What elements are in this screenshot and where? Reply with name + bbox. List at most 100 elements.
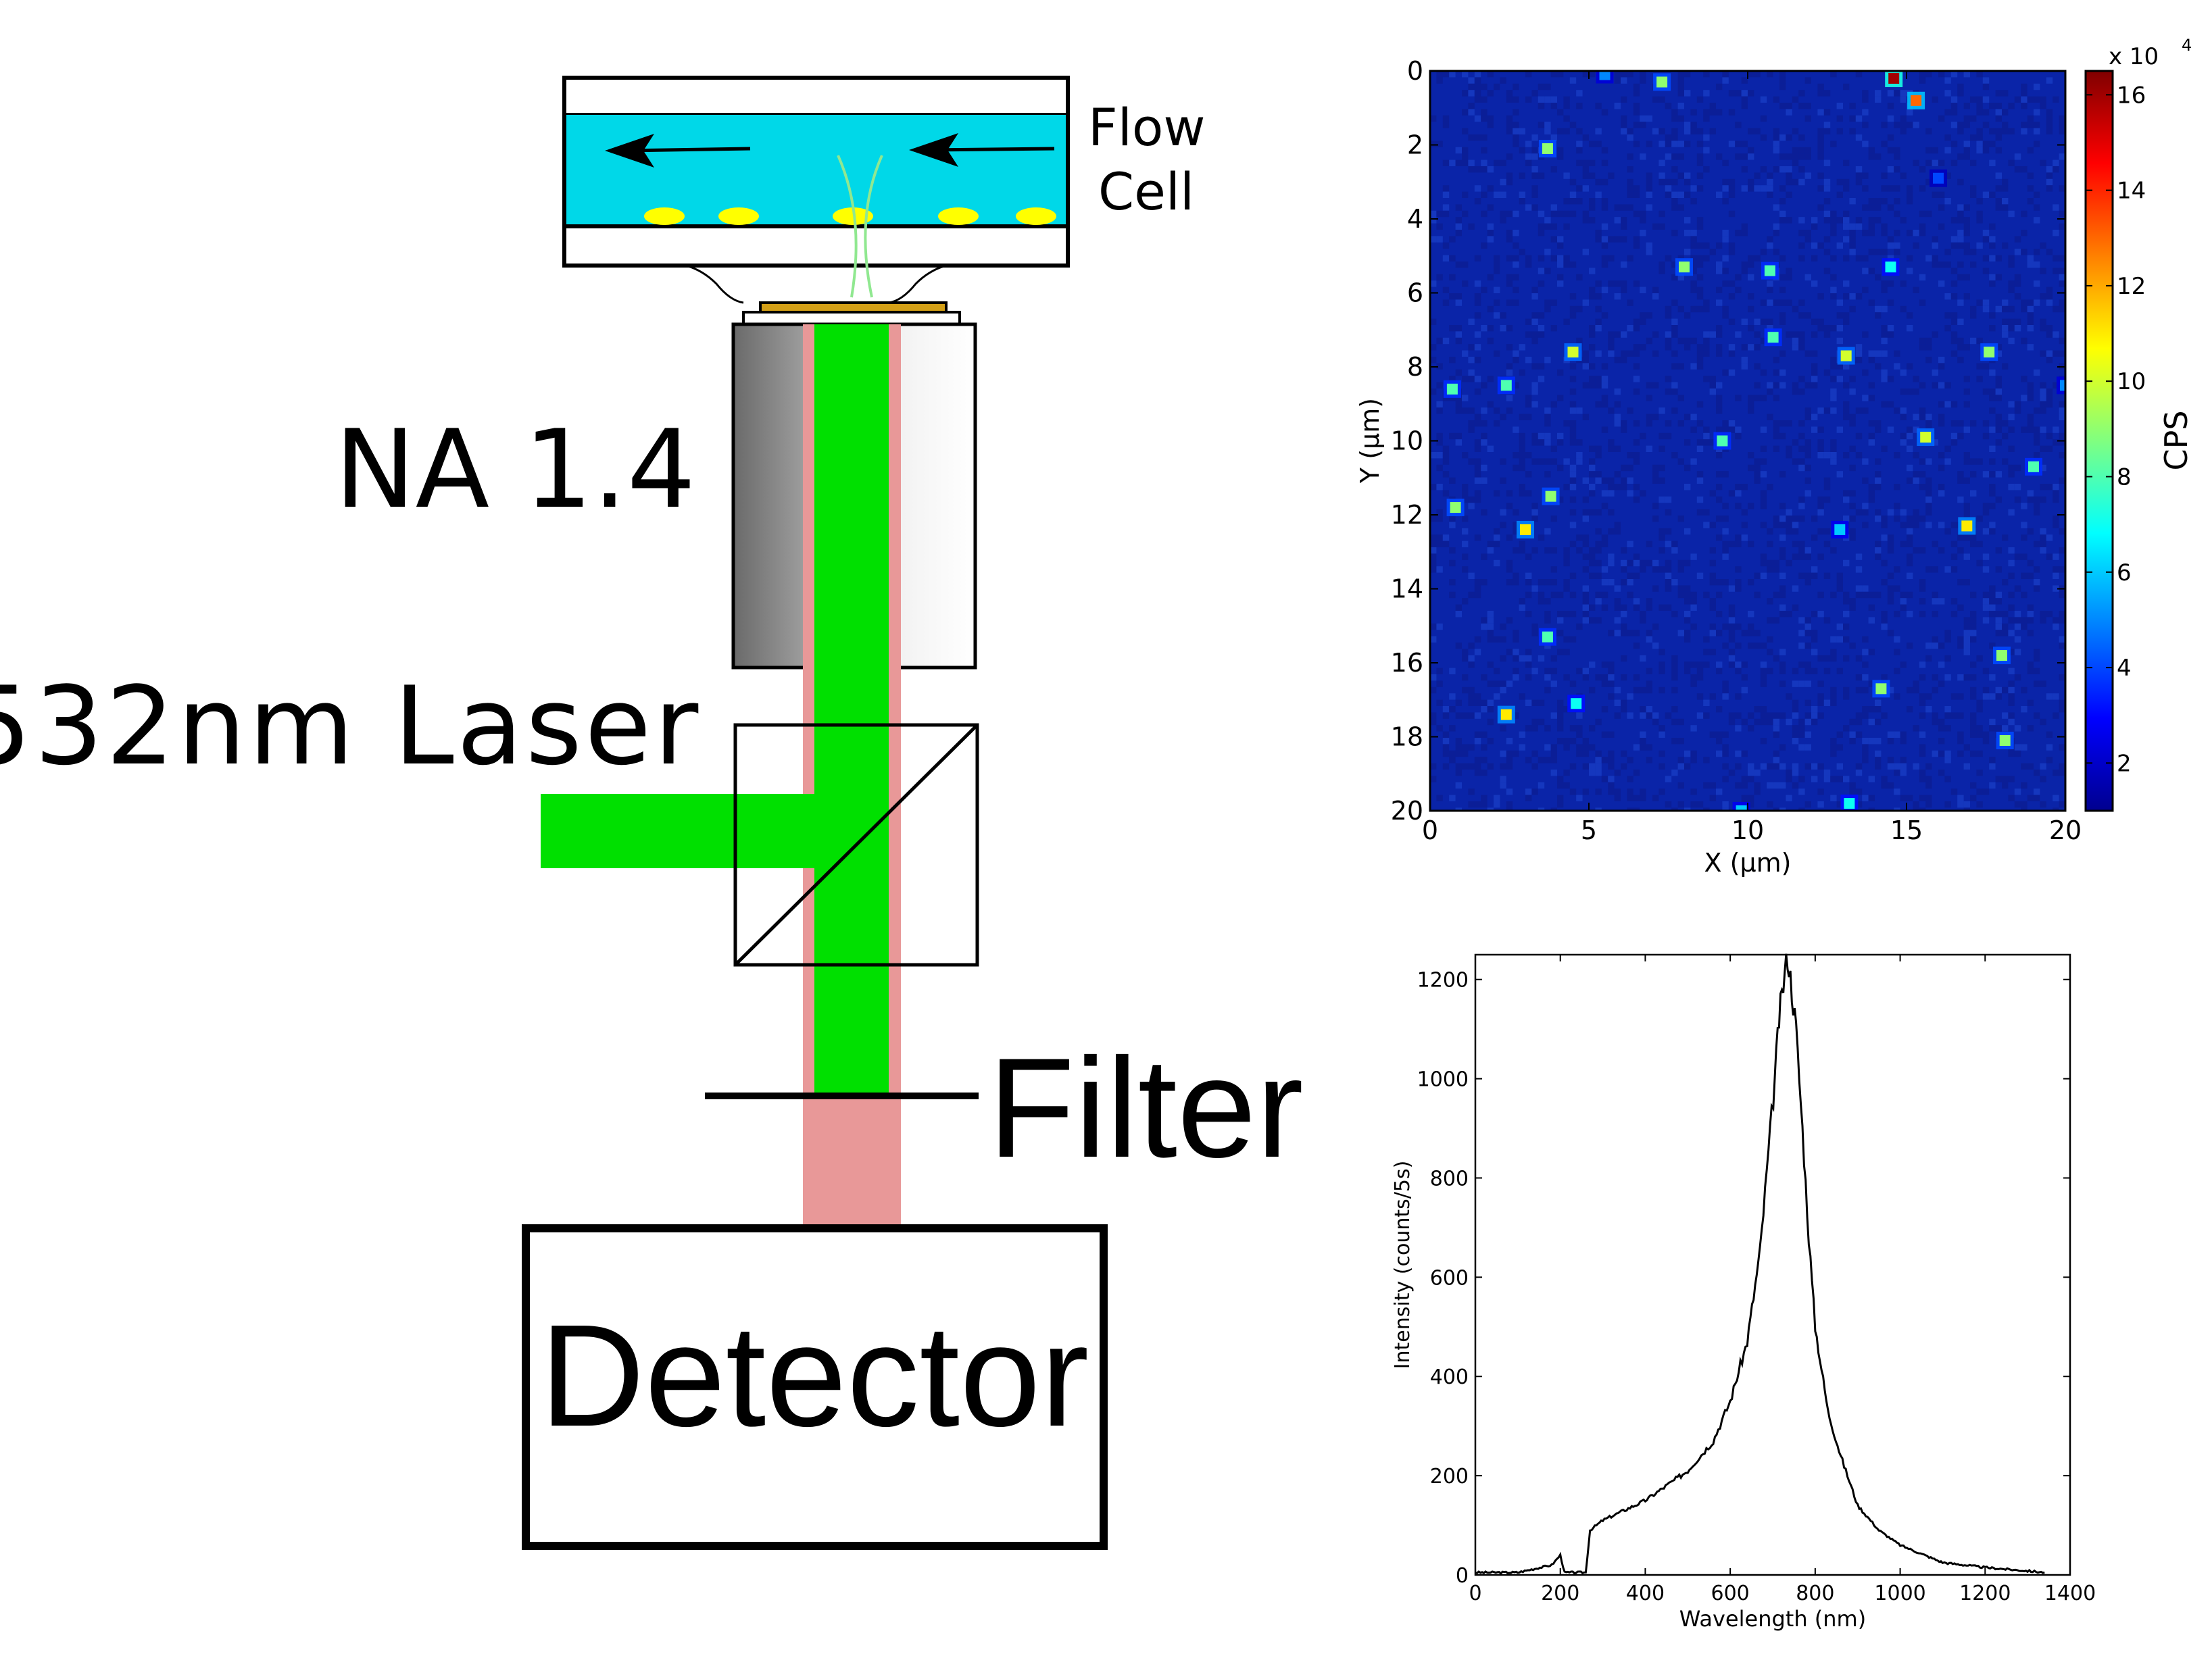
- spectrum-y-tick-label: 0: [1456, 1564, 1469, 1588]
- particle: [938, 207, 979, 225]
- colorbar-exponent: 4: [2182, 36, 2192, 55]
- flow-cell-top-glass: [562, 76, 1070, 117]
- heatmap-spot: [2057, 376, 2065, 395]
- colorbar-label: CPS: [2158, 410, 2194, 470]
- heatmap-y-tick-label: 20: [1391, 796, 1423, 826]
- laser-beam-horizontal: [541, 794, 814, 868]
- spectrum-y-axis-label: Intensity (counts/5s): [1391, 1161, 1415, 1370]
- objective-cap: [742, 311, 961, 326]
- heatmap-spot: [1542, 487, 1560, 505]
- heatmap-y-tick-label: 2: [1407, 130, 1423, 160]
- heatmap-x-tick-label: 20: [2049, 816, 2082, 845]
- heatmap-x-axis-label: X (µm): [1704, 848, 1792, 878]
- heatmap-spot: [1993, 647, 2011, 665]
- heatmap-y-tick-label: 8: [1407, 352, 1423, 382]
- heatmap-y-tick-label: 12: [1391, 500, 1423, 530]
- colorbar: [2084, 70, 2114, 812]
- heatmap-y-tick-label: 10: [1391, 426, 1423, 456]
- setup-diagram: Flow Cell: [0, 76, 1304, 1550]
- heatmap-y-tick-label: 16: [1391, 648, 1423, 678]
- heatmap-y-tick-label: 4: [1407, 204, 1423, 234]
- flow-cell-label-line2: Cell: [1098, 161, 1194, 222]
- heatmap-spot: [1538, 139, 1556, 157]
- heatmap-spot: [1831, 520, 1849, 538]
- heatmap-spot: [1567, 695, 1586, 713]
- spectrum-x-tick-label: 1200: [1959, 1582, 2011, 1605]
- flow-cell-label-line1: Flow: [1088, 97, 1206, 157]
- heatmap-y-tick-label: 6: [1407, 278, 1423, 308]
- heatmap-spot: [1675, 258, 1693, 276]
- heatmap-x-tick-label: 15: [1890, 816, 1923, 845]
- immersion-oil: [685, 264, 947, 304]
- heatmap-y-tick-label: 0: [1407, 56, 1423, 86]
- heatmap-y-tick-label: 18: [1391, 722, 1423, 752]
- heatmap-spot: [1872, 680, 1890, 698]
- flowing-particles: [644, 207, 1056, 225]
- spectrum-y-tick-label: 1000: [1417, 1068, 1469, 1092]
- colorbar-tick-label: 2: [2117, 750, 2132, 777]
- heatmap-x-tick-label: 5: [1581, 816, 1597, 845]
- heatmap-spot: [2025, 457, 2042, 476]
- flow-arrow-left: [605, 134, 751, 168]
- heatmap-spot: [1564, 343, 1582, 361]
- flow-cell-bottom-glass: [562, 224, 1070, 268]
- colorbar-tick-label: 16: [2117, 82, 2146, 109]
- spectrum-y-tick-label: 600: [1430, 1266, 1469, 1290]
- flow-cell: Flow Cell: [562, 76, 1206, 268]
- spectrum-series-line: [1475, 953, 2045, 1575]
- spectrum-y-tick-label: 800: [1430, 1167, 1469, 1190]
- heatmap-spot: [1840, 795, 1859, 811]
- colorbar-tick-label: 8: [2117, 463, 2132, 491]
- heatmap-spot: [1653, 73, 1671, 91]
- spectrum-x-tick-label: 1000: [1874, 1582, 1925, 1605]
- laser-beam-vertical: [814, 324, 889, 1095]
- heatmap-spot: [1497, 376, 1515, 395]
- heatmap-spot: [1930, 169, 1947, 187]
- heatmap-spot: [1882, 258, 1900, 276]
- spectrum-x-tick-label: 400: [1626, 1582, 1665, 1605]
- spectrum-y-tick-label: 1200: [1417, 969, 1469, 993]
- colorbar-tick-label: 10: [2117, 368, 2146, 395]
- particle: [644, 207, 685, 225]
- colorbar-multiplier: x 10: [2109, 43, 2159, 70]
- heatmap-spot: [1732, 802, 1750, 811]
- heatmap-spot: [1885, 71, 1903, 87]
- heatmap-spot: [1958, 517, 1976, 535]
- heatmap-spot: [1497, 705, 1515, 724]
- colorbar-tick-label: 14: [2117, 178, 2146, 205]
- heatmap-spot: [1996, 731, 2014, 749]
- particle: [718, 207, 759, 225]
- heatmap-spot: [1517, 520, 1534, 538]
- spectrum-chart: 0 200 400 600 800 1000 1200 1400 0 200 400 600 800 10…: [1391, 953, 2096, 1632]
- na-label: NA 1.4: [335, 406, 695, 532]
- laser-label: 532nm Laser: [0, 663, 701, 789]
- heatmap-y-axis-label: Y (µm): [1355, 398, 1385, 484]
- particle: [833, 207, 873, 225]
- spectrum-x-axis-label: Wavelength (nm): [1679, 1606, 1866, 1632]
- heatmap-spot: [1713, 432, 1731, 450]
- spectrum-y-tick-label: 200: [1430, 1465, 1469, 1488]
- spectrum-plot-area: [1474, 953, 2071, 1576]
- spectrum-x-tick-label: 600: [1711, 1582, 1750, 1605]
- heatmap-spot: [1538, 628, 1556, 646]
- spectrum-x-tick-label: 1400: [2044, 1582, 2096, 1605]
- spectrum-x-tick-label: 200: [1541, 1582, 1579, 1605]
- detector-box: [522, 1224, 1108, 1550]
- colorbar-tick-label: 4: [2117, 655, 2132, 682]
- detector-label: Detector: [540, 1294, 1089, 1457]
- heatmap-spot: [1907, 91, 1925, 109]
- colorbar-tick-label: 12: [2117, 273, 2146, 300]
- spectrum-y-tick-label: 400: [1430, 1365, 1469, 1389]
- particle: [1016, 207, 1056, 225]
- spectrum-x-tick-label: 0: [1469, 1582, 1481, 1605]
- heatmap-x-tick-label: 0: [1422, 816, 1438, 845]
- flow-arrow-right: [909, 133, 1055, 167]
- spectrum-x-tick-label: 800: [1796, 1582, 1834, 1605]
- heatmap-spot: [1596, 71, 1614, 84]
- heatmap-y-tick-label: 14: [1391, 574, 1423, 604]
- flow-cell-channel: [564, 115, 1068, 226]
- colorbar-tick-label: 6: [2117, 559, 2132, 586]
- heatmap-spot: [1837, 347, 1855, 365]
